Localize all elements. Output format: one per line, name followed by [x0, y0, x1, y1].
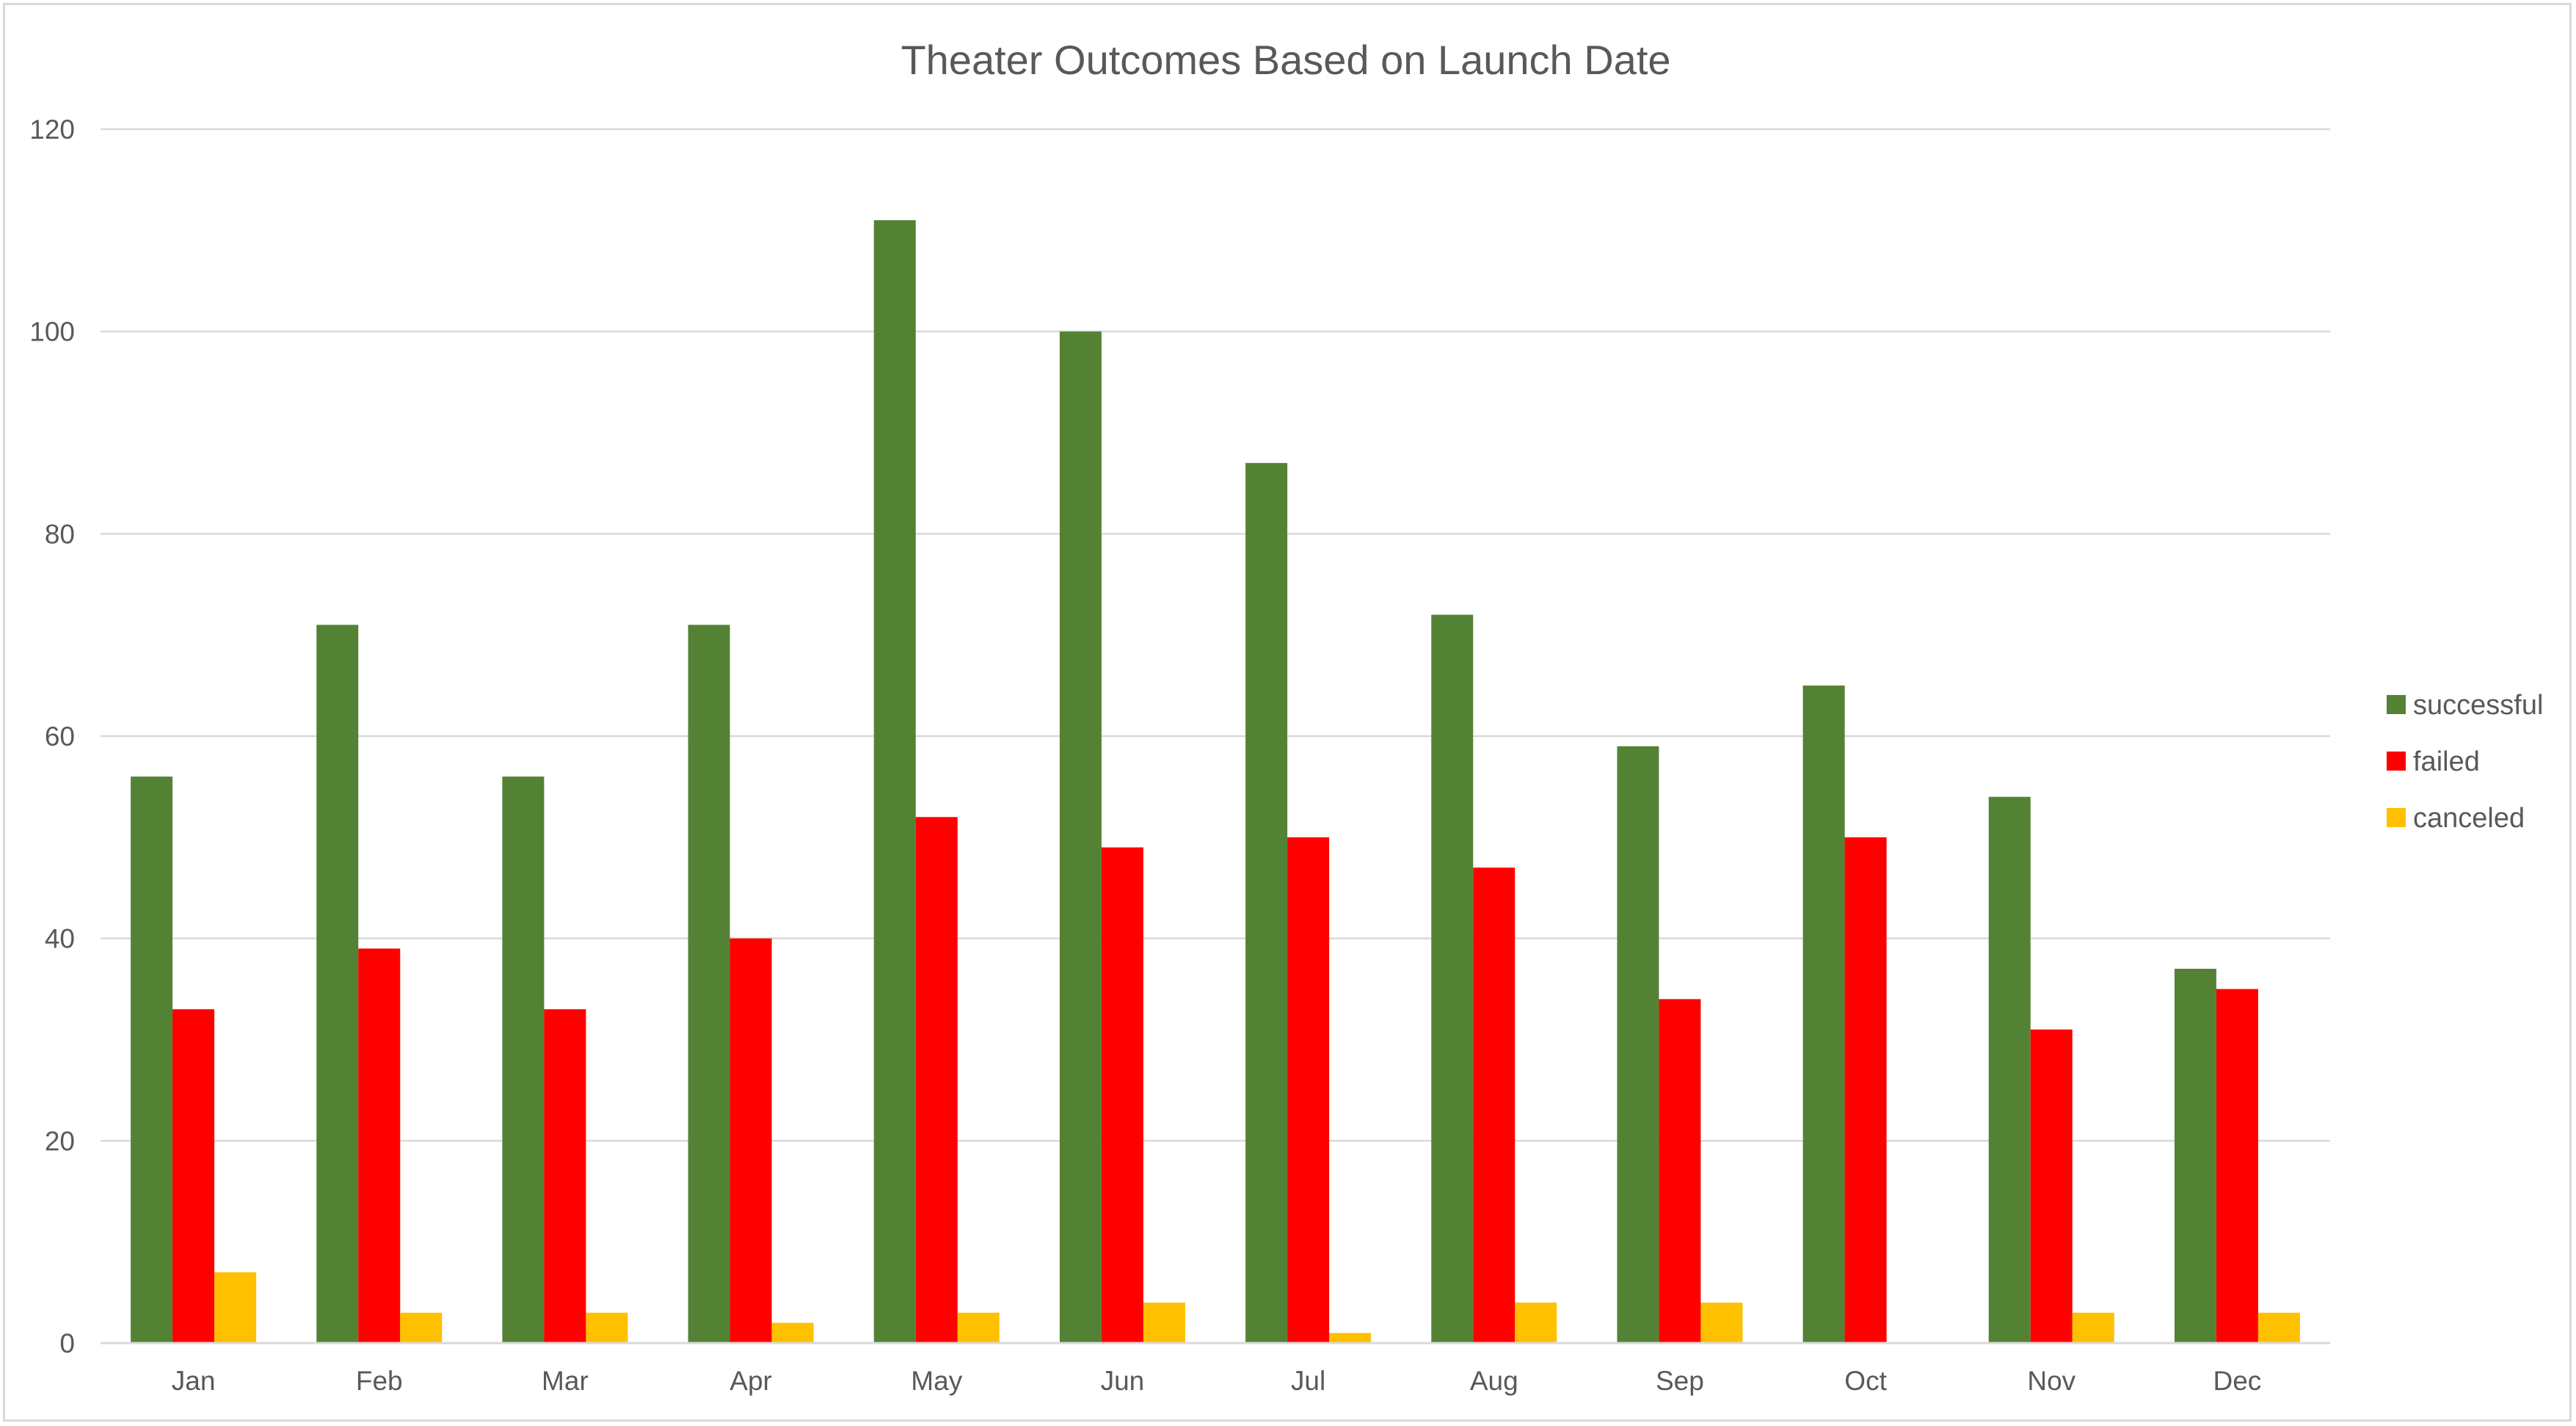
- bar-failed-aug: [1473, 867, 1516, 1343]
- axes: 0 20 40 60 80 100 120 Jan Feb Mar Apr May Jun Jul Aug S…: [29, 114, 2330, 1396]
- bar-successful-feb: [316, 625, 359, 1343]
- bar-failed-feb: [358, 948, 401, 1343]
- x-tick-label: Nov: [2027, 1366, 2075, 1396]
- bar-failed-apr: [729, 938, 772, 1343]
- legend-swatch-failed: [2387, 752, 2406, 771]
- bar-failed-nov: [2030, 1029, 2073, 1343]
- y-tick-label: 60: [45, 721, 75, 752]
- gridlines: [101, 128, 2330, 1142]
- legend-swatch-successful: [2387, 695, 2406, 714]
- bar-failed-dec: [2216, 989, 2258, 1343]
- bar-successful-aug: [1431, 614, 1474, 1343]
- chart-svg: Theater Outcomes Based on Launch Date 0 2…: [29, 37, 2543, 1396]
- bar-canceled-sep: [1700, 1302, 1743, 1343]
- x-tick-label: May: [911, 1366, 962, 1396]
- bar-successful-dec: [2174, 969, 2216, 1343]
- bar-successful-may: [873, 220, 916, 1343]
- bar-canceled-jul: [1329, 1333, 1372, 1343]
- y-tick-label: 120: [29, 114, 75, 145]
- bar-successful-mar: [502, 776, 545, 1343]
- bar-failed-jul: [1287, 837, 1330, 1343]
- y-tick-label: 40: [45, 924, 75, 954]
- bar-canceled-jan: [214, 1272, 257, 1343]
- bar-canceled-jun: [1143, 1302, 1185, 1343]
- x-tick-label: Mar: [542, 1366, 589, 1396]
- y-tick-label: 100: [29, 317, 75, 347]
- bar-canceled-mar: [586, 1312, 628, 1343]
- x-tick-label: Feb: [356, 1366, 403, 1396]
- x-tick-label: Jul: [1291, 1366, 1325, 1396]
- bar-canceled-nov: [2072, 1312, 2114, 1343]
- legend-label-successful: successful: [2413, 690, 2543, 721]
- x-tick-label: Apr: [729, 1366, 772, 1396]
- bar-failed-jan: [172, 1009, 215, 1343]
- bar-failed-oct: [1844, 837, 1887, 1343]
- y-tick-label: 80: [45, 519, 75, 549]
- bar-failed-sep: [1659, 999, 1701, 1343]
- bar-canceled-dec: [2257, 1312, 2300, 1343]
- bar-successful-apr: [688, 625, 730, 1343]
- bars: [131, 220, 2300, 1344]
- x-tick-label: Aug: [1470, 1366, 1518, 1396]
- bar-successful-sep: [1617, 746, 1659, 1343]
- bar-successful-nov: [1988, 796, 2031, 1343]
- x-tick-label: Jun: [1101, 1366, 1145, 1396]
- legend-swatch-canceled: [2387, 808, 2406, 827]
- chart-frame: Theater Outcomes Based on Launch Date 0 2…: [3, 3, 2572, 1422]
- bar-successful-jul: [1245, 462, 1288, 1343]
- bar-failed-mar: [544, 1009, 586, 1343]
- bar-failed-may: [915, 817, 958, 1343]
- bar-successful-jan: [131, 776, 173, 1343]
- chart-title: Theater Outcomes Based on Launch Date: [900, 37, 1670, 83]
- bar-successful-jun: [1059, 331, 1102, 1344]
- x-tick-label: Dec: [2213, 1366, 2262, 1396]
- bar-canceled-apr: [771, 1323, 814, 1343]
- y-tick-label: 20: [45, 1126, 75, 1156]
- bar-canceled-feb: [400, 1312, 443, 1343]
- bar-canceled-aug: [1515, 1302, 1557, 1343]
- x-tick-label: Sep: [1656, 1366, 1704, 1396]
- bar-failed-jun: [1101, 847, 1143, 1343]
- x-tick-label: Jan: [172, 1366, 216, 1396]
- legend-label-failed: failed: [2413, 746, 2480, 777]
- legend-label-canceled: canceled: [2413, 803, 2525, 834]
- y-tick-label: 0: [59, 1328, 75, 1358]
- bar-successful-oct: [1802, 685, 1845, 1343]
- x-tick-label: Oct: [1844, 1366, 1887, 1396]
- legend: successful failed canceled: [2387, 690, 2543, 834]
- bar-canceled-may: [957, 1312, 1000, 1343]
